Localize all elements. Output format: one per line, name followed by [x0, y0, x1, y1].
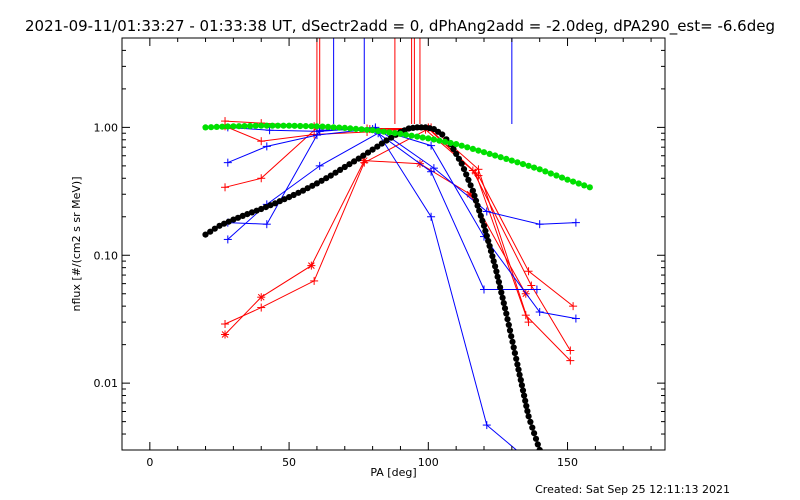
series-9-point-3 — [315, 161, 324, 170]
series-7-point-2 — [262, 142, 271, 151]
x-axis-label: PA [deg] — [370, 466, 416, 479]
series-8-point-5 — [427, 167, 436, 176]
created-timestamp: Created: Sat Sep 25 12:11:13 2021 — [535, 483, 730, 496]
series-2-point-1 — [221, 183, 230, 192]
series-2-point-2 — [257, 174, 266, 183]
series-5-point-3 — [307, 261, 316, 270]
series-5-point-2 — [257, 293, 266, 302]
series-3-point-8 — [566, 356, 575, 365]
series-1-point-7 — [524, 267, 533, 276]
fit-curves — [202, 122, 593, 450]
series-5-point-1 — [221, 330, 230, 339]
series-6-point-2 — [265, 126, 274, 135]
series-4-point-7 — [524, 318, 533, 327]
fit-curve-1 — [202, 124, 543, 450]
series-1-line — [224, 120, 574, 307]
series-5-point-4 — [360, 156, 369, 165]
series-8-point-2 — [262, 220, 271, 229]
series-4-point-2 — [257, 303, 266, 312]
series-4-point-1 — [221, 320, 230, 329]
series-5 — [221, 156, 530, 339]
y-tick-label-3: 0.01 — [94, 377, 119, 390]
series-6-line — [227, 126, 576, 225]
series-9-point-1 — [223, 235, 232, 244]
x-tick-label-3: 100 — [418, 456, 439, 469]
series-9-point-5 — [427, 212, 436, 221]
series-9-point-6 — [482, 421, 491, 430]
x-tick-label-4: 150 — [557, 456, 578, 469]
axis-ticks: 0 50 100 150 1.00 0.10 0.01 — [94, 37, 665, 469]
vertical-markers — [316, 38, 513, 124]
y-tick-label-2: 0.10 — [94, 249, 119, 262]
x-tick-label-2: 50 — [282, 456, 296, 469]
series-6-point-6 — [482, 207, 491, 216]
series-8-point-7 — [532, 285, 541, 294]
series-3-point-2 — [257, 137, 266, 146]
series-7-line — [227, 127, 576, 319]
y-tick-label-1: 1.00 — [94, 121, 119, 134]
series-3-line — [224, 125, 571, 361]
series-2-point-7 — [527, 281, 536, 290]
x-tick-label-1: 0 — [146, 456, 153, 469]
series-7-point-8 — [571, 314, 580, 323]
series-7-point-1 — [223, 158, 232, 167]
series-4-point-6 — [474, 165, 483, 174]
series-2-point-8 — [566, 346, 575, 355]
plot-frame — [121, 37, 666, 451]
series-1-point-8 — [569, 302, 578, 311]
series-7-point-7 — [535, 307, 544, 316]
chart-title: 2021-09-11/01:33:27 - 01:33:38 UT, dSect… — [25, 17, 775, 36]
series-6-point-7 — [535, 220, 544, 229]
series-7-point-5 — [427, 141, 436, 150]
series-4-point-3 — [310, 276, 319, 285]
series-6-point-8 — [571, 218, 580, 227]
fit-curve-2 — [202, 122, 593, 191]
y-axis-label: nflux [#/(cm2 s sr MeV)] — [70, 177, 83, 312]
series-8-point-6 — [480, 285, 488, 294]
